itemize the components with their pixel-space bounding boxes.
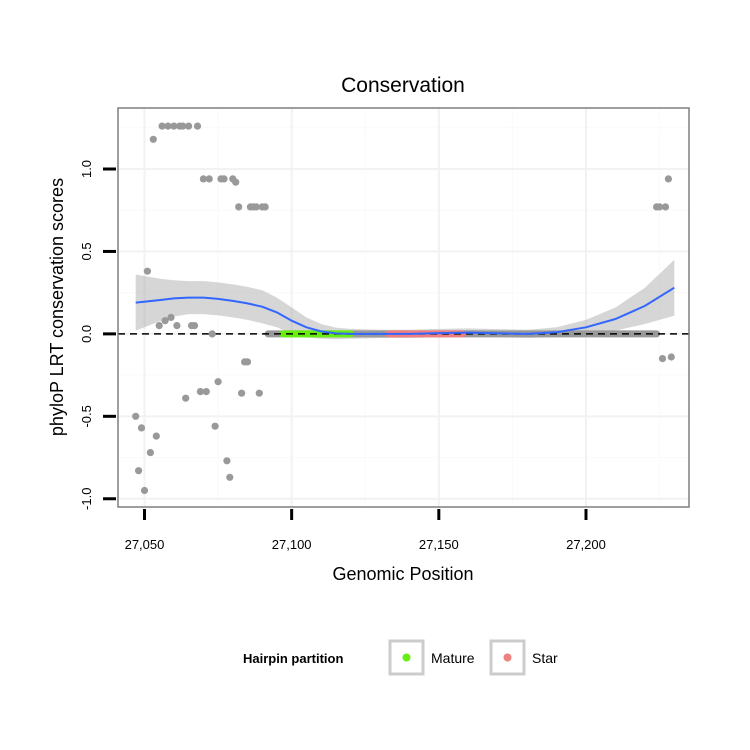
- x-axis-title: Genomic Position: [332, 564, 473, 584]
- legend-title: Hairpin partition: [243, 651, 343, 666]
- data-point: [667, 353, 675, 361]
- legend-label-mature: Mature: [431, 650, 475, 666]
- data-point: [232, 178, 240, 186]
- legend-swatch-star: [503, 653, 512, 662]
- data-point: [661, 203, 670, 211]
- data-point: [155, 322, 163, 330]
- legend-key-star: [489, 639, 526, 676]
- data-point: [261, 203, 269, 211]
- plot-background: [118, 108, 689, 507]
- data-point: [193, 122, 202, 130]
- legend-label-star: Star: [532, 650, 558, 666]
- chart-title: Conservation: [341, 74, 465, 97]
- data-point: [161, 317, 169, 325]
- data-point: [211, 422, 219, 430]
- data-point: [190, 322, 199, 330]
- data-point: [205, 175, 213, 183]
- data-point: [196, 388, 204, 396]
- data-point: [252, 203, 260, 211]
- data-point: [132, 412, 140, 420]
- plot-border: [117, 107, 690, 508]
- confidence-band-layer: [135, 259, 675, 340]
- axes: 27,050 27,100 27,150 27,200 -1.0 -0.5 0.0 0.5 1.…: [79, 160, 606, 552]
- data-point: [226, 473, 234, 481]
- y-tick-label: -0.5: [79, 405, 94, 427]
- data-point: [199, 175, 207, 183]
- data-point: [223, 457, 231, 465]
- data-point: [202, 388, 210, 396]
- data-point: [238, 389, 246, 397]
- data-point: [220, 175, 228, 183]
- data-point: [658, 355, 667, 363]
- data-point: [235, 203, 243, 211]
- data-point: [664, 175, 673, 183]
- x-tick-label: 27,050: [125, 537, 165, 552]
- x-tick-label: 27,100: [272, 537, 312, 552]
- data-point: [137, 424, 146, 432]
- data-point: [140, 486, 149, 495]
- y-tick-label: -1.0: [79, 488, 94, 510]
- data-point: [214, 378, 222, 386]
- data-point: [152, 432, 160, 440]
- data-point: [149, 135, 157, 143]
- data-point: [167, 313, 175, 321]
- y-axis-title: phyloP LRT conservation scores: [47, 178, 67, 436]
- smooth-line: [135, 286, 675, 335]
- data-point: [208, 330, 216, 338]
- data-point: [173, 322, 181, 330]
- data-point: [255, 389, 263, 397]
- y-tick-label: 0.5: [79, 242, 94, 260]
- y-tick-label: 0.0: [79, 325, 94, 343]
- data-point: [170, 122, 178, 130]
- legend: Hairpin partition Mature Star: [243, 639, 558, 676]
- data-point: [243, 358, 252, 366]
- smooth-line-layer: [135, 286, 675, 335]
- data-point: [185, 122, 193, 130]
- data-point: [179, 122, 187, 130]
- legend-swatch-mature: [402, 653, 411, 662]
- data-point: [158, 122, 166, 130]
- smooth-confidence-band: [135, 259, 675, 340]
- x-tick-label: 27,150: [419, 537, 459, 552]
- data-point: [164, 122, 172, 130]
- y-tick-label: 1.0: [79, 160, 94, 178]
- data-point: [143, 267, 151, 275]
- data-point: [146, 449, 154, 457]
- data-point: [182, 394, 190, 402]
- x-tick-label: 27,200: [566, 537, 606, 552]
- data-point: [656, 203, 664, 211]
- data-point: [135, 467, 143, 475]
- points-layer: [132, 122, 675, 495]
